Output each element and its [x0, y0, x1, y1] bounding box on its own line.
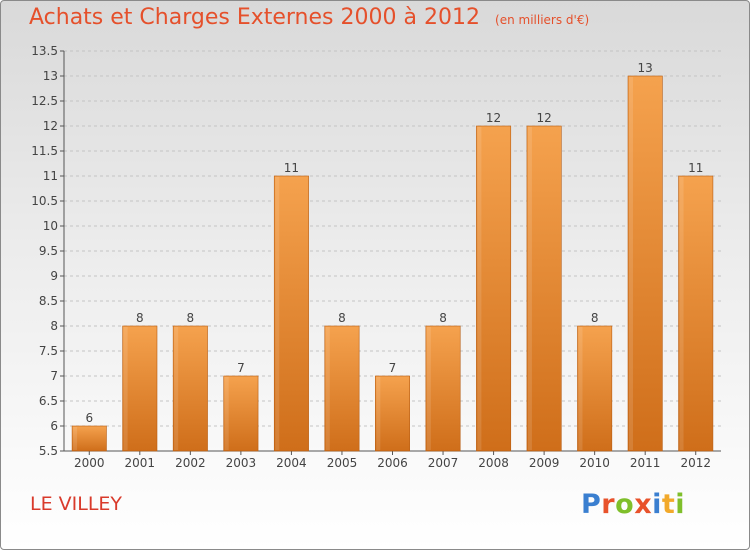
proxiti-logo[interactable]: Proxiti [581, 489, 685, 520]
data-label: 11 [688, 161, 703, 175]
x-tick-label: 2005 [327, 456, 358, 470]
bar-highlight [73, 427, 78, 450]
bars [71, 75, 714, 452]
x-tick-label: 2002 [175, 456, 206, 470]
data-label: 8 [136, 311, 144, 325]
y-tick-label: 8.5 [39, 294, 58, 308]
data-label: 13 [638, 61, 653, 75]
data-label: 7 [389, 361, 397, 375]
bar-highlight [477, 127, 482, 450]
y-tick-label: 9.5 [39, 244, 58, 258]
logo-letter: t [661, 489, 676, 520]
x-tick-label: 2000 [74, 456, 105, 470]
logo-letter: i [675, 489, 686, 520]
data-labels: 6 8 8 7 11 8 7 8 12 12 8 13 11 [85, 61, 703, 425]
data-label: 8 [338, 311, 346, 325]
data-label: 12 [536, 111, 551, 125]
data-label: 11 [284, 161, 299, 175]
data-label: 8 [591, 311, 599, 325]
y-tick-label: 6 [50, 419, 58, 433]
data-label: 12 [486, 111, 501, 125]
bar [122, 325, 158, 452]
x-tick-label: 2001 [125, 456, 156, 470]
y-tick-label: 10 [43, 219, 58, 233]
bar-highlight [426, 327, 431, 450]
logo-letter: i [652, 489, 662, 520]
x-tick-label: 2004 [276, 456, 307, 470]
bar-highlight [629, 77, 634, 450]
bar [425, 325, 461, 452]
bar [172, 325, 208, 452]
bar-highlight [325, 327, 330, 450]
bar [526, 125, 562, 452]
bar [678, 175, 714, 452]
bar-highlight [123, 327, 128, 450]
bar [577, 325, 613, 452]
y-tick-label: 7.5 [39, 344, 58, 358]
y-tick-label: 13 [43, 69, 58, 83]
y-tick-label: 12.5 [31, 94, 58, 108]
bar-highlight [679, 177, 684, 450]
bar [476, 125, 512, 452]
y-tick-label: 9 [50, 269, 58, 283]
axes: 5.5 6 6.5 7 7.5 8 8.5 9 9.5 10 10.5 11 11.5 12 12.5 13 1… [31, 44, 721, 470]
y-tick-label: 7 [50, 369, 58, 383]
x-tick-label: 2009 [529, 456, 560, 470]
x-tick-label: 2011 [630, 456, 661, 470]
title-block: Achats et Charges Externes 2000 à 2012 (… [29, 5, 589, 30]
bar [627, 75, 663, 452]
bar [71, 425, 107, 452]
y-tick-label: 8 [50, 319, 58, 333]
bar-highlight [376, 377, 381, 450]
y-tick-label: 11.5 [31, 144, 58, 158]
y-tick-label: 13.5 [31, 44, 58, 58]
x-tick-label: 2006 [377, 456, 408, 470]
logo-letter: o [615, 489, 635, 520]
y-tick-label: 6.5 [39, 394, 58, 408]
data-label: 8 [187, 311, 195, 325]
bar-highlight [275, 177, 280, 450]
y-tick-label: 10.5 [31, 194, 58, 208]
logo-letter: x [634, 489, 653, 520]
chart-unit: (en milliers d'€) [495, 13, 590, 27]
y-tick-label: 5.5 [39, 444, 58, 458]
x-tick-label: 2012 [680, 456, 711, 470]
logo-letter: r [601, 489, 616, 520]
bar [223, 375, 259, 452]
y-tick-label: 12 [43, 119, 58, 133]
bar [375, 375, 410, 452]
data-label: 7 [237, 361, 245, 375]
logo-letter: P [581, 489, 602, 520]
bar-highlight [174, 327, 179, 450]
x-tick-label: 2007 [428, 456, 459, 470]
x-tick-label: 2010 [579, 456, 610, 470]
commune-name: LE VILLEY [30, 493, 123, 515]
x-tick-label: 2003 [226, 456, 257, 470]
chart-title: Achats et Charges Externes 2000 à 2012 [29, 5, 480, 30]
bar [273, 175, 309, 452]
bar [324, 325, 360, 452]
x-tick-label: 2008 [478, 456, 509, 470]
bar-highlight [527, 127, 532, 450]
data-label: 8 [439, 311, 447, 325]
y-tick-label: 11 [43, 169, 58, 183]
bar-highlight [224, 377, 229, 450]
bar-highlight [578, 327, 583, 450]
data-label: 6 [85, 411, 93, 425]
